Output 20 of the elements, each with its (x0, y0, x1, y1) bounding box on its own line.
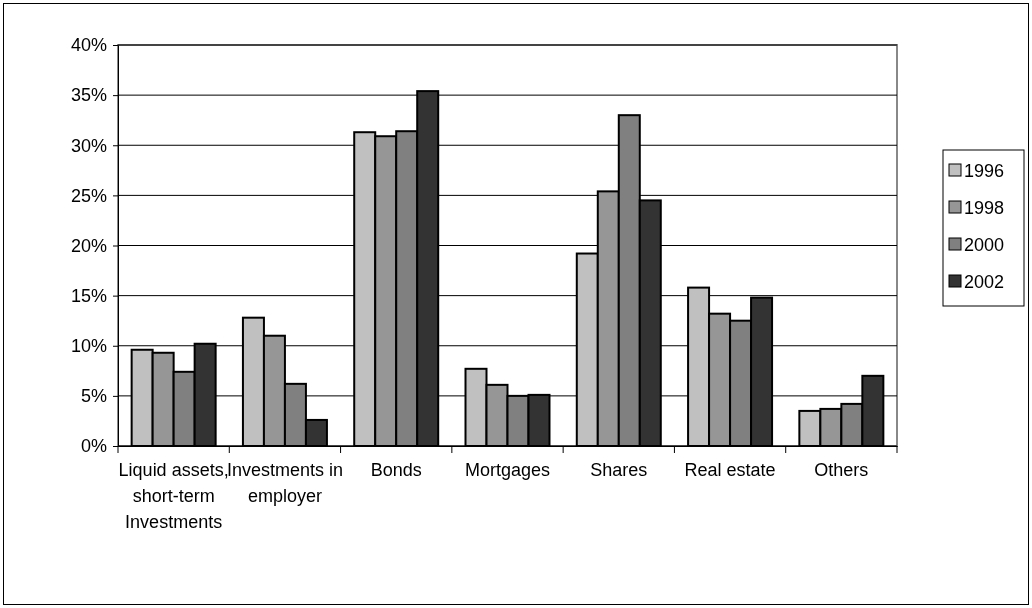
y-tick-label: 35% (70, 85, 107, 106)
y-tick-label: 20% (70, 235, 107, 256)
legend-label: 2002 (964, 272, 1005, 292)
legend-label: 1996 (964, 161, 1005, 181)
x-tick-label: Shares (590, 460, 648, 480)
y-tick-label: 30% (70, 135, 107, 156)
x-tick-label: Real estate (684, 460, 776, 480)
x-tick-label: Bonds (370, 460, 422, 480)
x-tick-label: Liquid assets, short-term Investments (118, 460, 229, 533)
x-tick-label: Others (814, 460, 869, 480)
y-tick-label: 0% (80, 436, 107, 457)
legend-label: 2000 (964, 235, 1005, 255)
legend-label: 1998 (964, 198, 1005, 218)
y-tick-label: 5% (80, 386, 107, 407)
y-tick-label: 10% (70, 336, 107, 357)
x-tick-label: Investments in employer (226, 460, 343, 507)
x-tick-label: Mortgages (464, 460, 551, 480)
y-tick-label: 15% (70, 285, 107, 306)
y-tick-label: 40% (70, 35, 107, 56)
y-tick-label: 25% (70, 185, 107, 206)
